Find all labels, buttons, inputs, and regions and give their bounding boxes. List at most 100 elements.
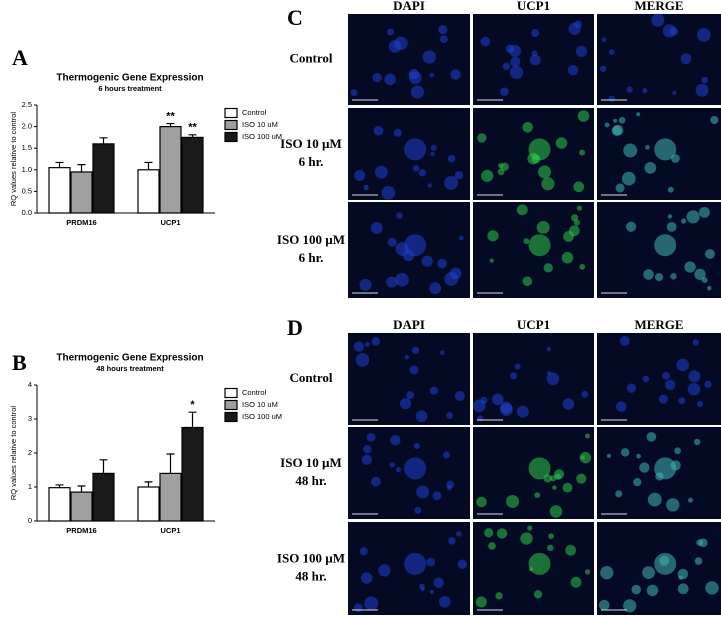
- micrograph-background: [473, 333, 594, 425]
- cell: [404, 552, 427, 575]
- bar: [92, 472, 115, 522]
- y-tick-label: 1.5: [22, 143, 32, 152]
- bar: [70, 171, 93, 214]
- cell: [694, 557, 703, 565]
- cell: [446, 412, 454, 419]
- bar: [159, 472, 182, 522]
- cell: [371, 337, 381, 346]
- y-tick-label: 0.0: [22, 208, 32, 217]
- cell: [442, 451, 450, 459]
- cell: [438, 595, 451, 608]
- cell: [395, 467, 401, 473]
- bar: [137, 169, 160, 214]
- micrograph: [597, 202, 721, 298]
- cell: [563, 230, 575, 242]
- cell: [546, 372, 560, 386]
- micrograph: [348, 108, 470, 200]
- cell: [394, 36, 408, 50]
- cell: [416, 485, 430, 499]
- cell: [514, 363, 521, 370]
- cell: [454, 390, 465, 401]
- panel-label: D: [287, 315, 303, 340]
- micrograph: [348, 14, 470, 105]
- row-label: 6 hr.: [299, 154, 324, 169]
- column-header: MERGE: [634, 317, 683, 332]
- cell: [528, 457, 551, 480]
- cell: [654, 273, 664, 282]
- chart-subtitle: 6 hours treatment: [98, 84, 162, 93]
- micrograph: [348, 522, 470, 615]
- bar: [181, 426, 204, 522]
- cell: [696, 28, 711, 42]
- cell: [378, 564, 391, 577]
- y-tick-label: 1: [28, 482, 32, 491]
- cell: [528, 552, 551, 575]
- cell: [695, 83, 709, 97]
- cell: [654, 234, 677, 257]
- bar: [159, 125, 182, 214]
- cell: [456, 530, 462, 537]
- cell: [570, 576, 582, 588]
- cell: [355, 353, 370, 367]
- error-bar: [144, 161, 153, 170]
- cell: [516, 204, 528, 216]
- cell: [438, 25, 448, 35]
- cell: [633, 478, 642, 487]
- cell: [579, 451, 592, 464]
- cell: [576, 205, 583, 211]
- legend-label: ISO 100 uM: [242, 132, 282, 141]
- legend-swatch: [224, 387, 238, 399]
- cell: [353, 603, 363, 613]
- cell: [414, 506, 422, 514]
- chart-title: Thermogenic Gene Expression: [56, 73, 203, 84]
- cell: [422, 50, 436, 64]
- cell: [670, 273, 677, 280]
- cell: [429, 282, 442, 295]
- cell: [626, 383, 637, 393]
- cell: [705, 249, 715, 259]
- cell: [543, 263, 553, 273]
- cell: [646, 584, 659, 597]
- cell: [654, 457, 677, 480]
- column-header: UCP1: [517, 0, 550, 13]
- row-label: Control: [289, 50, 332, 65]
- cell: [439, 35, 448, 43]
- cell: [480, 36, 491, 47]
- panel-label: C: [287, 5, 303, 30]
- cell: [404, 457, 427, 480]
- cell: [674, 447, 681, 455]
- cell: [646, 431, 657, 442]
- cell: [387, 237, 397, 247]
- cell: [672, 90, 677, 95]
- error-bar: [55, 161, 64, 168]
- cell: [565, 544, 577, 556]
- cell: [476, 496, 487, 508]
- cell: [639, 462, 650, 473]
- cell: [701, 277, 708, 284]
- cell: [626, 86, 633, 93]
- column-header: MERGE: [634, 0, 683, 13]
- cell: [421, 255, 433, 267]
- cell: [576, 473, 587, 484]
- cell: [546, 346, 552, 352]
- cell: [458, 235, 464, 241]
- cell: [654, 138, 677, 161]
- cell: [701, 76, 709, 84]
- cell: [654, 552, 677, 575]
- cell: [510, 56, 521, 68]
- y-tick-label: 0: [28, 516, 32, 525]
- column-header: DAPI: [393, 0, 425, 13]
- cell: [626, 221, 637, 232]
- cell: [613, 118, 618, 123]
- cell: [621, 171, 636, 186]
- cell: [680, 218, 687, 224]
- y-axis-label: RQ values relative to control: [9, 112, 18, 207]
- cell: [488, 542, 496, 550]
- cell: [611, 125, 622, 136]
- panel-label: A: [12, 45, 28, 70]
- cell: [484, 528, 494, 538]
- row-label: 48 hr.: [295, 473, 326, 488]
- cell: [393, 128, 402, 137]
- cell: [568, 22, 581, 35]
